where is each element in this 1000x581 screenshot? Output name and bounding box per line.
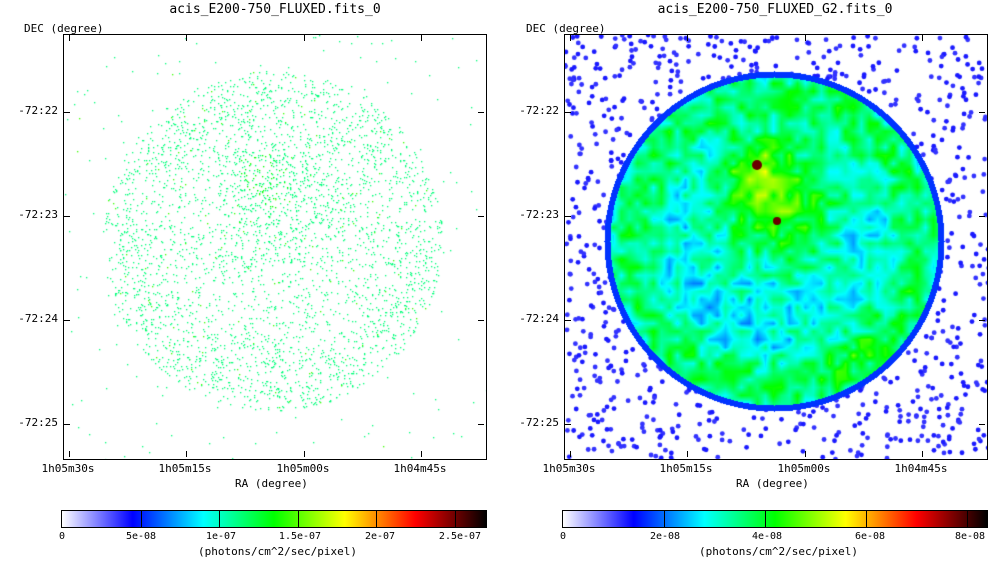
right-colorbar-tick: 2e-08 bbox=[649, 531, 681, 542]
left-colorbar-tick: 1.5e-07 bbox=[278, 531, 322, 542]
colorbar-tick-mark bbox=[865, 511, 867, 527]
right-xtick: 1h05m30s bbox=[542, 462, 596, 475]
right-ytick: -72:23 bbox=[519, 208, 559, 221]
left-x-axis-label: RA (degree) bbox=[235, 477, 308, 490]
right-xtick: 1h05m15s bbox=[659, 462, 713, 475]
y-tick-mark bbox=[478, 216, 484, 217]
right-colorbar-tick: 0 bbox=[559, 531, 567, 542]
right-x-axis-label: RA (degree) bbox=[736, 477, 809, 490]
left-panel-title: acis_E200-750_FLUXED.fits_0 bbox=[169, 2, 381, 17]
y-tick-mark bbox=[478, 424, 484, 425]
x-tick-mark bbox=[421, 451, 422, 457]
left-colorbar-tick: 0 bbox=[58, 531, 66, 542]
x-tick-mark bbox=[570, 451, 571, 457]
right-colorbar-tick: 8e-08 bbox=[954, 531, 986, 542]
left-colorbar bbox=[61, 510, 487, 528]
right-colorbar-label: (photons/cm^2/sec/pixel) bbox=[699, 545, 858, 558]
x-tick-mark bbox=[687, 451, 688, 457]
y-tick-mark bbox=[979, 424, 985, 425]
x-tick-mark bbox=[69, 451, 70, 457]
left-xtick: 1h04m45s bbox=[393, 462, 447, 475]
right-xtick: 1h05m00s bbox=[777, 462, 831, 475]
left-xtick: 1h05m00s bbox=[276, 462, 330, 475]
right-ytick: -72:22 bbox=[519, 104, 559, 117]
right-image-plot[interactable] bbox=[564, 34, 988, 460]
y-tick-mark bbox=[64, 216, 70, 217]
y-tick-mark bbox=[64, 424, 70, 425]
x-tick-mark bbox=[304, 451, 305, 457]
colorbar-tick-mark bbox=[663, 511, 665, 527]
x-tick-mark bbox=[186, 451, 187, 457]
left-xtick: 1h05m15s bbox=[158, 462, 212, 475]
left-colorbar-tick: 2.5e-07 bbox=[438, 531, 482, 542]
y-tick-mark bbox=[565, 320, 571, 321]
right-colorbar-tick: 4e-08 bbox=[751, 531, 783, 542]
colorbar-tick-mark bbox=[454, 511, 456, 527]
y-tick-mark bbox=[64, 112, 70, 113]
right-ytick: -72:24 bbox=[519, 312, 559, 325]
y-tick-mark bbox=[565, 424, 571, 425]
x-tick-mark bbox=[805, 451, 806, 457]
right-colorbar-tick: 6e-08 bbox=[854, 531, 886, 542]
right-y-axis-label: DEC (degree) bbox=[526, 22, 606, 35]
y-tick-mark bbox=[979, 216, 985, 217]
right-panel-title: acis_E200-750_FLUXED_G2.fits_0 bbox=[657, 2, 893, 17]
left-colorbar-tick: 2e-07 bbox=[364, 531, 396, 542]
colorbar-tick-mark bbox=[966, 511, 968, 527]
left-colorbar-label: (photons/cm^2/sec/pixel) bbox=[198, 545, 357, 558]
left-image-plot[interactable] bbox=[63, 34, 487, 460]
x-tick-mark bbox=[570, 35, 571, 41]
colorbar-tick-mark bbox=[376, 511, 378, 527]
x-tick-mark bbox=[687, 35, 688, 41]
left-ytick: -72:22 bbox=[18, 104, 58, 117]
colorbar-tick-mark bbox=[219, 511, 221, 527]
colorbar-tick-mark bbox=[764, 511, 766, 527]
y-tick-mark bbox=[478, 320, 484, 321]
x-tick-mark bbox=[304, 35, 305, 41]
left-colorbar-tick: 1e-07 bbox=[205, 531, 237, 542]
right-ytick: -72:25 bbox=[519, 416, 559, 429]
x-tick-mark bbox=[421, 35, 422, 41]
left-ytick: -72:24 bbox=[18, 312, 58, 325]
x-tick-mark bbox=[69, 35, 70, 41]
x-tick-mark bbox=[922, 35, 923, 41]
right-image-canvas bbox=[565, 35, 987, 459]
y-tick-mark bbox=[979, 320, 985, 321]
left-y-axis-label: DEC (degree) bbox=[24, 22, 104, 35]
x-tick-mark bbox=[186, 35, 187, 41]
x-tick-mark bbox=[805, 35, 806, 41]
right-xtick: 1h04m45s bbox=[894, 462, 948, 475]
colorbar-tick-mark bbox=[140, 511, 142, 527]
y-tick-mark bbox=[565, 112, 571, 113]
y-tick-mark bbox=[979, 112, 985, 113]
left-image-canvas bbox=[64, 35, 486, 459]
left-colorbar-tick: 5e-08 bbox=[125, 531, 157, 542]
y-tick-mark bbox=[64, 320, 70, 321]
y-tick-mark bbox=[565, 216, 571, 217]
right-colorbar bbox=[562, 510, 988, 528]
left-xtick: 1h05m30s bbox=[41, 462, 95, 475]
y-tick-mark bbox=[478, 112, 484, 113]
left-ytick: -72:23 bbox=[18, 208, 58, 221]
x-tick-mark bbox=[922, 451, 923, 457]
colorbar-tick-mark bbox=[297, 511, 299, 527]
left-ytick: -72:25 bbox=[18, 416, 58, 429]
